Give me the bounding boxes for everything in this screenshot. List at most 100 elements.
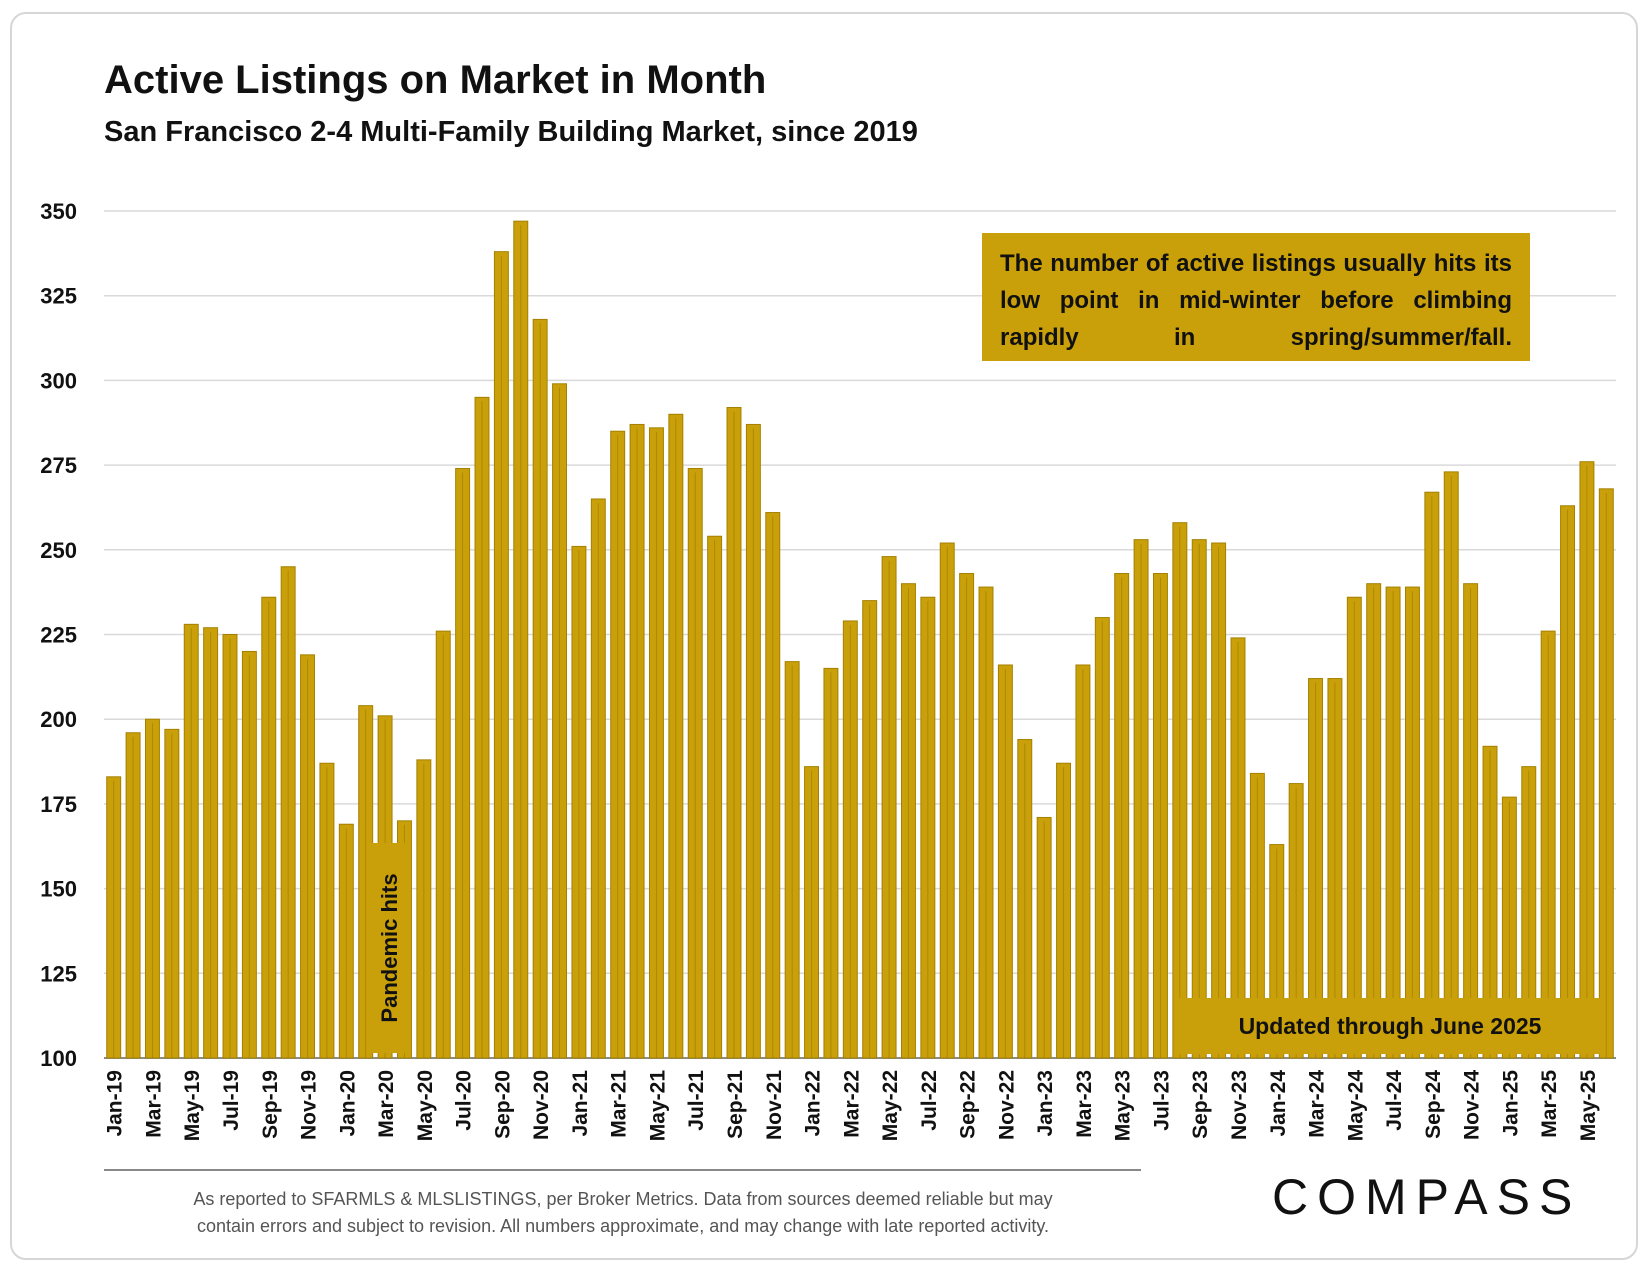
bar-Jul-22	[920, 596, 936, 1059]
bar-Aug-22	[939, 542, 955, 1059]
bar-Apr-24	[1327, 678, 1343, 1059]
bar-Dec-21	[784, 661, 800, 1059]
x-tick-label: Sep-23	[1189, 1070, 1212, 1139]
bar-Jun-20	[435, 630, 451, 1059]
bar-Aug-21	[707, 535, 723, 1059]
pandemic-label: Pandemic hits	[377, 873, 402, 1023]
x-tick-label: Nov-20	[530, 1070, 553, 1140]
bar-Jun-21	[668, 413, 684, 1059]
x-tick-label: Jul-19	[220, 1070, 243, 1131]
bar-Feb-23	[1056, 762, 1072, 1059]
x-tick-label: Jan-21	[569, 1070, 592, 1137]
bar-May-24	[1346, 596, 1362, 1059]
updated-label: Updated through June 2025	[1178, 998, 1602, 1054]
bar-Mar-23	[1075, 664, 1091, 1059]
bar-Feb-25	[1521, 766, 1537, 1059]
bar-Dec-23	[1249, 772, 1265, 1059]
bar-Nov-19	[300, 654, 316, 1059]
bar-Jan-20	[338, 823, 354, 1059]
y-tick-label: 100	[40, 1046, 77, 1071]
x-tick-label: Jan-20	[336, 1070, 359, 1137]
bar-Apr-21	[629, 423, 645, 1059]
x-tick-label: Jan-19	[104, 1070, 127, 1137]
y-tick-label: 125	[40, 961, 77, 986]
x-tick-label: Mar-22	[840, 1070, 863, 1138]
bar-Jun-23	[1133, 539, 1149, 1059]
bar-Sep-20	[493, 251, 509, 1059]
x-tick-label: Nov-21	[763, 1070, 786, 1140]
bar-Jun-24	[1366, 583, 1382, 1059]
x-tick-label: Jan-25	[1499, 1070, 1522, 1137]
bar-Apr-23	[1094, 617, 1110, 1059]
x-tick-label: Jul-22	[918, 1070, 941, 1131]
bar-May-22	[881, 556, 897, 1059]
x-tick-label: Jul-23	[1150, 1070, 1173, 1131]
bar-Jul-20	[455, 467, 471, 1059]
bar-Dec-20	[552, 383, 568, 1059]
x-tick-label: Jul-20	[453, 1070, 476, 1131]
x-tick-label: Mar-20	[375, 1070, 398, 1138]
y-tick-label: 250	[40, 538, 77, 563]
bars	[106, 220, 1614, 1059]
x-tick-label: Sep-22	[957, 1070, 980, 1139]
x-tick-label: Jan-23	[1034, 1070, 1057, 1137]
bar-Oct-19	[280, 566, 296, 1059]
bar-Jul-24	[1385, 586, 1401, 1059]
x-tick-label: Nov-24	[1461, 1070, 1484, 1140]
bar-Mar-19	[144, 718, 160, 1059]
compass-logo: COMPASS	[1272, 1169, 1582, 1225]
bar-Sep-21	[726, 407, 742, 1059]
x-tick-label: May-21	[646, 1070, 669, 1142]
bar-Jan-21	[571, 545, 587, 1059]
bar-Sep-24	[1424, 491, 1440, 1059]
bar-Jun-19	[203, 627, 219, 1059]
bar-Jun-22	[900, 583, 916, 1059]
y-tick-label: 325	[40, 284, 77, 309]
bar-Nov-22	[997, 664, 1013, 1059]
bar-Feb-19	[125, 732, 141, 1059]
bar-Oct-23	[1211, 542, 1227, 1059]
bar-Jan-22	[804, 766, 820, 1059]
bar-May-21	[648, 427, 664, 1059]
bar-Jan-19	[106, 776, 122, 1059]
bar-Feb-22	[823, 667, 839, 1059]
x-tick-label: May-19	[181, 1070, 204, 1141]
y-tick-label: 300	[40, 368, 77, 393]
bar-Oct-22	[978, 586, 994, 1059]
x-tick-label: Nov-23	[1228, 1070, 1251, 1140]
x-tick-label: May-20	[414, 1070, 437, 1141]
x-tick-label: Mar-23	[1073, 1070, 1096, 1138]
bar-Apr-19	[164, 728, 180, 1059]
pandemic-label-box: Pandemic hits	[370, 843, 410, 1053]
source-note-line-1: As reported to SFARMLS & MLSLISTINGS, pe…	[193, 1189, 1053, 1209]
x-tick-label: May-25	[1577, 1070, 1600, 1142]
x-tick-label: Mar-24	[1306, 1070, 1329, 1138]
bar-Sep-19	[261, 596, 277, 1059]
bar-Aug-23	[1172, 522, 1188, 1059]
bar-Oct-20	[513, 220, 529, 1059]
x-tick-label: Sep-20	[491, 1070, 514, 1139]
x-tick-label: Sep-19	[259, 1070, 282, 1139]
x-tick-label: Sep-21	[724, 1070, 747, 1139]
chart-title: Active Listings on Market in Month	[104, 58, 767, 102]
x-tick-label: Nov-19	[298, 1070, 321, 1140]
bar-Aug-20	[474, 396, 490, 1059]
bar-May-23	[1114, 573, 1130, 1059]
y-tick-label: 200	[40, 707, 77, 732]
x-tick-label: Jan-22	[802, 1070, 825, 1137]
bar-Dec-22	[1017, 739, 1033, 1059]
y-tick-label: 175	[40, 792, 77, 817]
bar-Nov-23	[1230, 637, 1246, 1059]
y-tick-label: 275	[40, 453, 77, 478]
bar-Mar-24	[1308, 678, 1324, 1059]
x-tick-label: Mar-21	[608, 1070, 631, 1138]
bar-Mar-22	[842, 620, 858, 1059]
y-axis-ticks: 100 125 150 175 200 225 250 275 300 325 350	[40, 199, 77, 1071]
x-tick-label: May-23	[1112, 1070, 1135, 1141]
chart-subtitle: San Francisco 2-4 Multi-Family Building …	[104, 116, 918, 148]
bar-Nov-20	[532, 318, 548, 1059]
bar-Nov-24	[1463, 583, 1479, 1059]
source-note-line-2: contain errors and subject to revision. …	[196, 1216, 1050, 1236]
bar-Nov-21	[765, 512, 781, 1059]
